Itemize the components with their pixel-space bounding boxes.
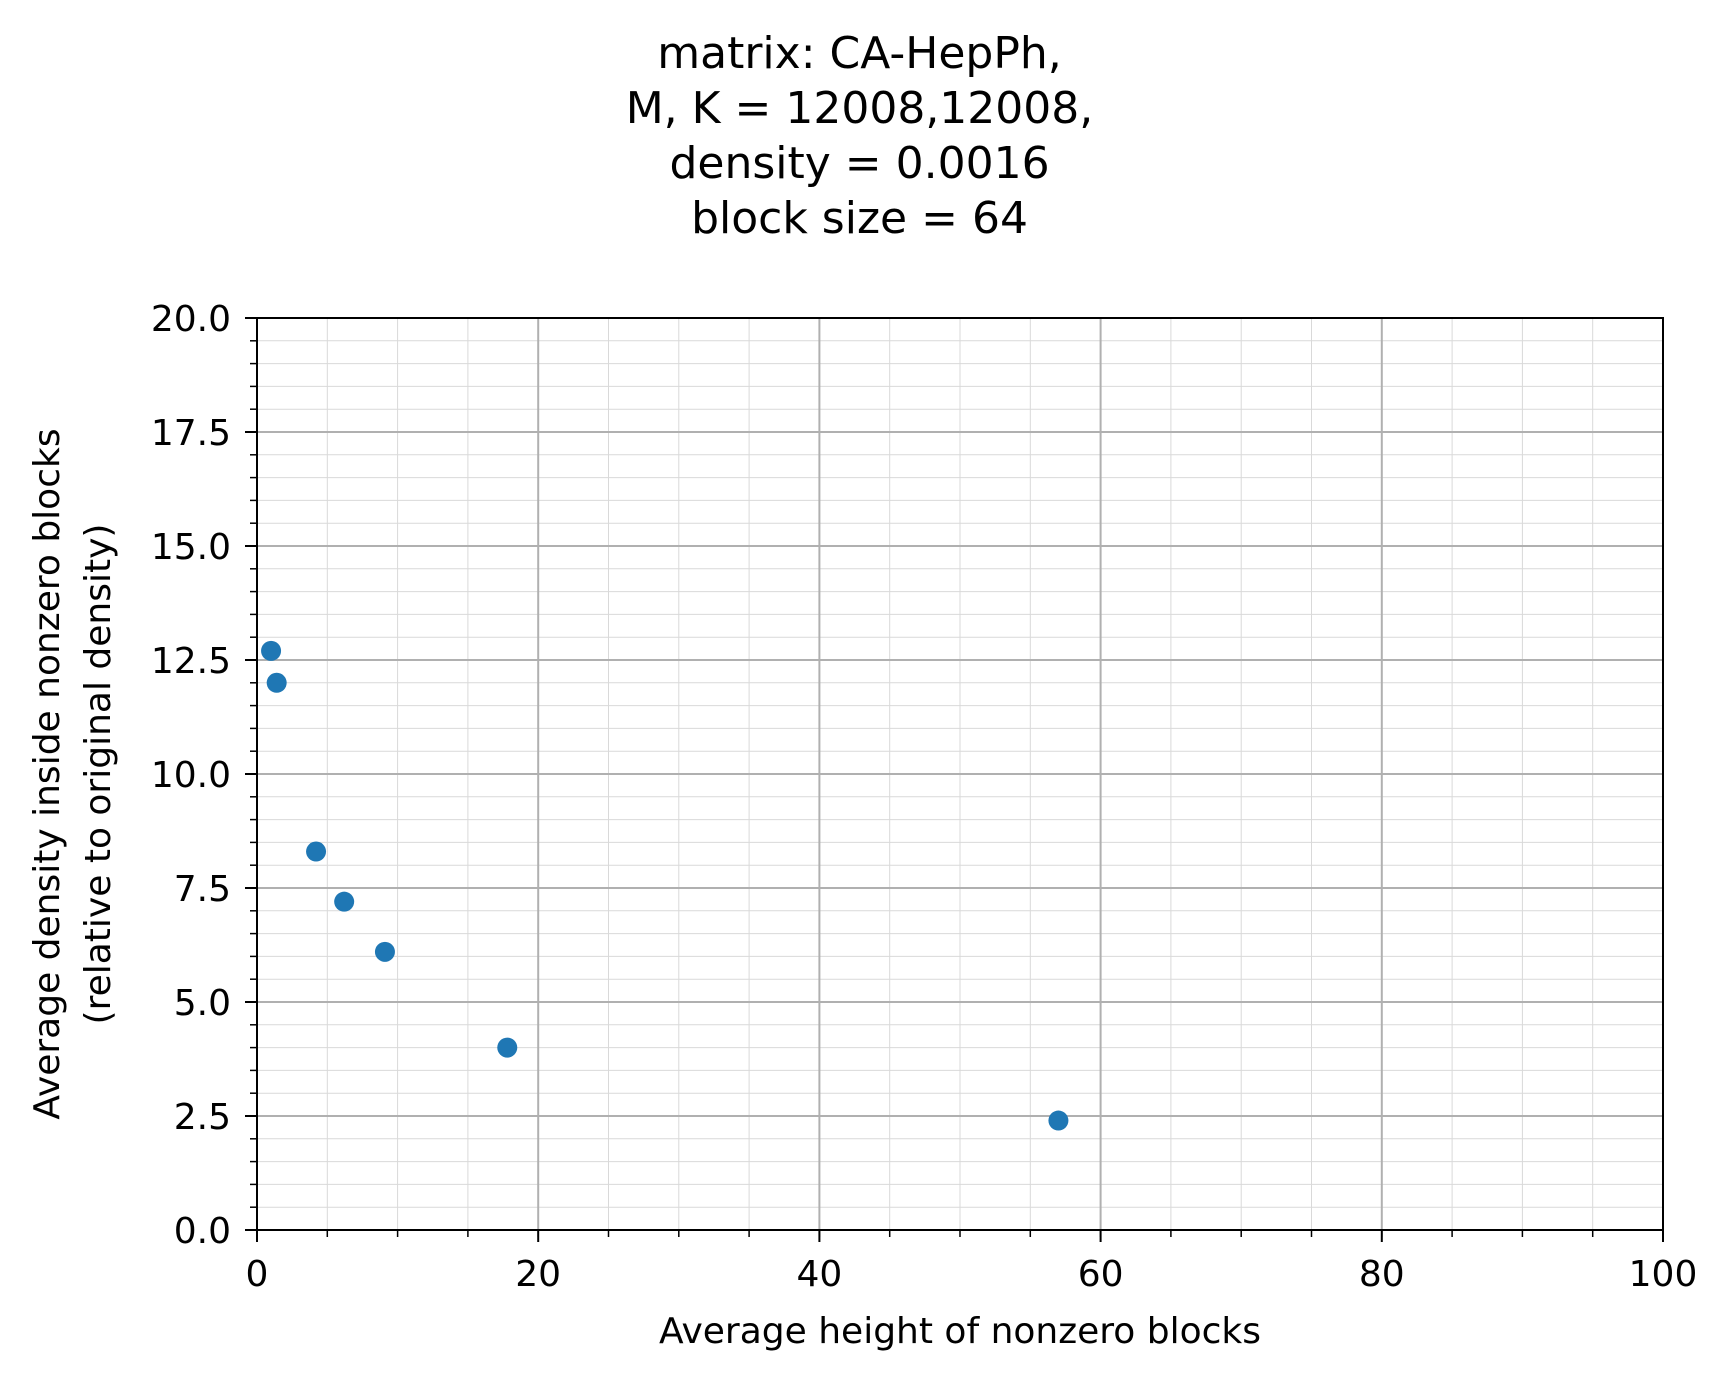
data-point: [1048, 1110, 1069, 1131]
y-tick-label: 5.0: [174, 983, 231, 1024]
data-point: [266, 672, 287, 693]
y-tick-label: 20.0: [151, 299, 231, 340]
y-tick-label: 10.0: [151, 755, 231, 796]
x-tick-label: 20: [515, 1254, 561, 1295]
x-axis-label: Average height of nonzero blocks: [659, 1311, 1261, 1352]
tick-labels: 0 20 40 60 80 100 0.0 2.5 5.0 7.5 10.0 12.5 15.0 17.5…: [151, 299, 1698, 1295]
title-line-4: block size = 64: [691, 193, 1028, 244]
chart-title: matrix: CA-HepPh, M, K = 12008,12008, de…: [0, 26, 1719, 246]
x-tick-label: 0: [246, 1254, 269, 1295]
data-points: [261, 640, 1069, 1131]
data-point: [497, 1037, 518, 1058]
data-point: [261, 640, 282, 661]
x-tick-label: 40: [796, 1254, 842, 1295]
data-point: [334, 891, 355, 912]
x-tick-label: 60: [1078, 1254, 1124, 1295]
title-line-3: density = 0.0016: [669, 138, 1050, 189]
axis-ticks: [245, 317, 1664, 1242]
y-tick-label: 17.5: [151, 413, 231, 454]
y-tick-label: 7.5: [174, 869, 231, 910]
y-tick-label: 0.0: [174, 1211, 231, 1252]
x-tick-label: 80: [1359, 1254, 1405, 1295]
x-tick-label: 100: [1629, 1254, 1698, 1295]
plot-frame: [256, 317, 1664, 1231]
title-line-2: M, K = 12008,12008,: [625, 83, 1094, 134]
y-axis-label-line-2: (relative to original density): [78, 524, 119, 1025]
y-tick-label: 15.0: [151, 527, 231, 568]
y-tick-label: 12.5: [151, 641, 231, 682]
data-point: [306, 841, 327, 862]
data-point: [374, 941, 395, 962]
title-line-1: matrix: CA-HepPh,: [657, 28, 1062, 79]
y-axis-label-line-1: Average density inside nonzero blocks: [27, 428, 68, 1119]
y-tick-label: 2.5: [174, 1097, 231, 1138]
y-axis-label: Average density inside nonzero blocks (r…: [27, 428, 119, 1119]
